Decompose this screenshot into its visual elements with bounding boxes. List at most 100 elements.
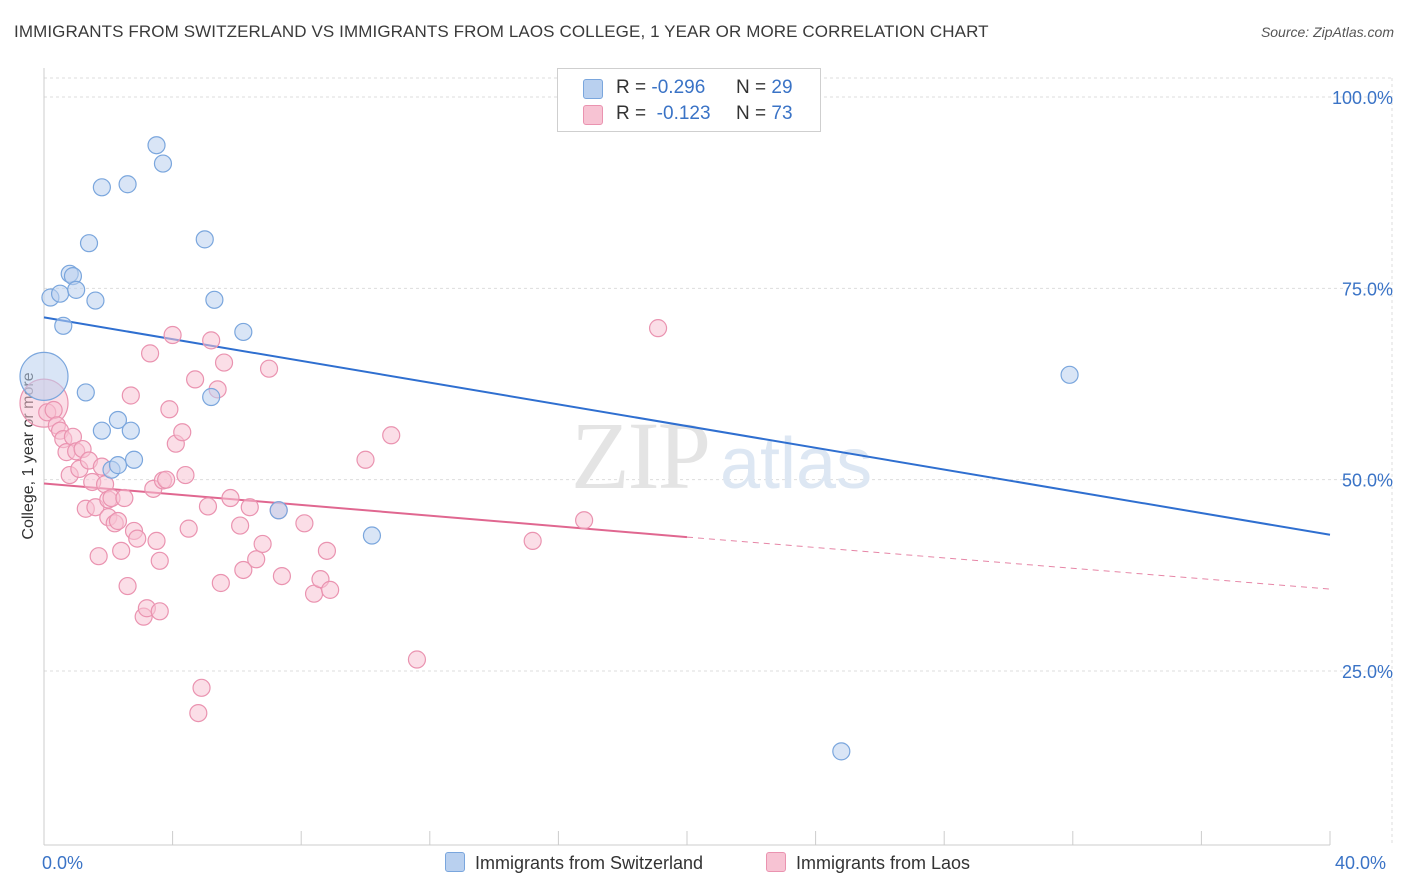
watermark-zip: ZIP [571,402,709,509]
data-point-laos [648,319,668,338]
data-point-laos [407,650,427,669]
data-point-laos [253,534,272,554]
y-tick-labels: 25.0% 50.0% 75.0% 100.0% [1332,88,1393,682]
watermark-atlas: atlas [720,424,872,504]
data-point-laos [272,566,292,586]
data-point-laos [140,344,160,363]
trend-line-laos-extension [686,536,1331,590]
y-tick-label: 75.0% [1342,279,1393,299]
data-point-laos [163,325,182,345]
data-point-switzerland [86,291,105,310]
data-point-switzerland [108,410,128,430]
data-point-laos [150,551,169,570]
legend-r-switzerland: R = -0.296 [616,77,705,99]
bottom-legend-swatch-laos [766,852,786,872]
legend-n-switzerland: N = 29 [736,77,793,99]
data-point-laos [173,423,192,442]
data-point-switzerland [147,136,166,155]
data-point-laos [321,580,340,599]
legend-r-label: R = [616,103,647,124]
data-point-laos [214,353,234,372]
data-point-switzerland [195,230,214,249]
bottom-legend-switzerland: Immigrants from Switzerland [445,852,703,876]
data-point-laos [211,573,230,593]
bottom-legend-label-switzerland: Immigrants from Switzerland [475,853,704,873]
x-tick-label-min: 0.0% [42,853,84,873]
data-point-switzerland [205,290,224,309]
chart-title: IMMIGRANTS FROM SWITZERLAND VS IMMIGRANT… [14,22,989,41]
source-credit: Source: ZipAtlas.com [1260,24,1394,40]
legend-n-label: N = [736,103,767,124]
data-point-switzerland [92,178,111,197]
data-point-laos [259,359,279,378]
data-point-laos [44,400,63,420]
legend-swatch-laos [583,105,603,125]
legend-swatch-switzerland [583,79,603,99]
bottom-legend-swatch-switzerland [445,852,465,872]
data-point-laos [202,331,221,350]
legend-row-switzerland: R = -0.296 N = 29 [558,75,820,101]
legend-r-value: -0.123 [656,103,711,124]
data-point-laos [523,531,542,550]
data-point-switzerland [202,387,221,407]
data-point-laos [186,370,205,389]
legend-row-laos: R = -0.123 N = 73 [558,101,820,127]
y-tick-label: 25.0% [1342,662,1393,682]
legend-r-laos: R = -0.123 [616,103,711,125]
data-point-laos [234,560,253,580]
data-point-laos [160,400,179,419]
data-point-laos [231,516,250,535]
legend-n-value: 29 [771,77,793,98]
correlation-legend: R = -0.296 N = 29 R = -0.123 N = 73 [557,68,821,132]
watermark: ZIP atlas [571,402,872,509]
legend-n-label: N = [736,77,767,98]
legend-n-value: 73 [771,103,793,124]
legend-n-laos: N = 73 [736,103,793,125]
y-tick-label: 50.0% [1342,471,1393,491]
data-point-laos [382,426,401,445]
switzerland-points [19,106,1079,761]
data-point-switzerland [118,175,137,194]
data-point-laos [317,541,337,560]
data-point-switzerland [124,450,144,469]
data-point-laos [176,465,195,485]
data-point-switzerland [76,383,95,402]
data-point-laos [356,450,375,469]
data-point-laos [128,529,147,548]
data-point-laos [221,488,240,508]
data-point-switzerland [153,154,173,173]
data-point-switzerland [108,456,128,475]
data-point-switzerland [832,742,851,761]
laos-points [19,319,668,723]
data-point-switzerland [269,501,288,520]
data-point-switzerland [67,280,86,299]
data-point-laos [147,531,166,550]
grid-lines [44,77,1393,845]
data-point-switzerland [92,421,111,440]
data-point-switzerland [234,322,253,342]
data-point-laos [295,514,314,533]
legend-r-label: R = [616,77,647,98]
data-point-laos [115,488,134,508]
y-tick-label: 100.0% [1332,88,1393,108]
data-point-laos [108,511,128,531]
data-point-laos [192,678,211,697]
trend-line-switzerland [43,316,1331,536]
axes [43,68,1331,846]
data-point-laos [112,541,131,560]
data-point-laos [575,511,594,530]
data-point-laos [157,470,176,489]
data-point-switzerland [362,526,382,545]
bottom-legend-label-laos: Immigrants from Laos [796,853,971,873]
data-point-switzerland [50,284,70,303]
legend-r-value: -0.296 [651,77,706,98]
data-point-laos [247,550,266,569]
data-point-laos [121,386,140,405]
data-point-switzerland [1060,365,1079,384]
data-point-switzerland [79,234,99,253]
data-point-laos [89,547,108,566]
data-point-switzerland [121,421,140,440]
data-point-laos [198,497,218,516]
data-point-laos [189,703,208,723]
